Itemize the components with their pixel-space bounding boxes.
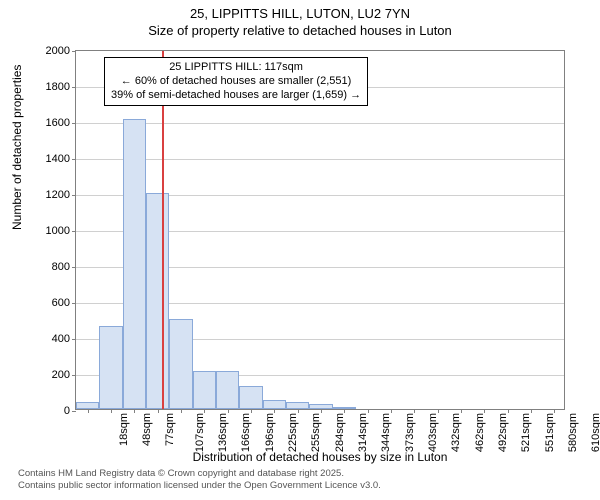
x-tick-label: 314sqm bbox=[357, 413, 369, 452]
bar bbox=[286, 402, 309, 409]
title-subtitle: Size of property relative to detached ho… bbox=[0, 23, 600, 38]
title-block: 25, LIPPITTS HILL, LUTON, LU2 7YN Size o… bbox=[0, 0, 600, 38]
x-tick-label: 255sqm bbox=[310, 413, 322, 452]
x-tick-mark bbox=[111, 409, 112, 413]
x-tick-mark bbox=[321, 409, 322, 413]
footer-line2: Contains public sector information licen… bbox=[18, 480, 381, 492]
annotation-box: 25 LIPPITTS HILL: 117sqm ← 60% of detach… bbox=[104, 57, 368, 106]
bar bbox=[263, 400, 286, 409]
y-tick-label: 400 bbox=[52, 333, 76, 345]
x-tick-label: 462sqm bbox=[474, 413, 486, 452]
x-tick-label: 48sqm bbox=[141, 413, 153, 446]
x-tick-label: 196sqm bbox=[264, 413, 276, 452]
bar bbox=[76, 402, 99, 409]
x-tick-mark bbox=[228, 409, 229, 413]
x-tick-mark bbox=[274, 409, 275, 413]
x-tick-label: 166sqm bbox=[240, 413, 252, 452]
x-tick-label: 580sqm bbox=[567, 413, 579, 452]
x-tick-mark bbox=[88, 409, 89, 413]
gridline bbox=[76, 159, 564, 160]
y-axis-label: Number of detached properties bbox=[10, 65, 24, 230]
bar bbox=[146, 193, 169, 409]
x-tick-mark bbox=[414, 409, 415, 413]
y-tick-label: 800 bbox=[52, 261, 76, 273]
x-tick-label: 521sqm bbox=[520, 413, 532, 452]
x-tick-label: 610sqm bbox=[590, 413, 600, 452]
x-tick-label: 225sqm bbox=[287, 413, 299, 452]
y-tick-label: 1000 bbox=[46, 225, 76, 237]
annotation-line1: 25 LIPPITTS HILL: 117sqm bbox=[111, 61, 361, 75]
x-axis-label: Distribution of detached houses by size … bbox=[75, 450, 565, 464]
bar bbox=[123, 119, 146, 409]
bar bbox=[169, 319, 192, 409]
x-tick-mark bbox=[554, 409, 555, 413]
y-tick-label: 2000 bbox=[46, 45, 76, 57]
y-tick-label: 600 bbox=[52, 297, 76, 309]
annotation-line2: ← 60% of detached houses are smaller (2,… bbox=[111, 75, 361, 89]
x-tick-mark bbox=[461, 409, 462, 413]
x-tick-label: 77sqm bbox=[164, 413, 176, 446]
x-tick-mark bbox=[298, 409, 299, 413]
x-tick-mark bbox=[368, 409, 369, 413]
x-tick-label: 18sqm bbox=[118, 413, 130, 446]
bar bbox=[99, 326, 122, 409]
y-tick-label: 1400 bbox=[46, 153, 76, 165]
gridline bbox=[76, 123, 564, 124]
x-tick-label: 403sqm bbox=[427, 413, 439, 452]
x-tick-label: 107sqm bbox=[194, 413, 206, 452]
x-tick-label: 492sqm bbox=[497, 413, 509, 452]
x-tick-label: 344sqm bbox=[380, 413, 392, 452]
x-tick-label: 432sqm bbox=[450, 413, 462, 452]
x-tick-label: 551sqm bbox=[544, 413, 556, 452]
annotation-line3: 39% of semi-detached houses are larger (… bbox=[111, 89, 361, 103]
chart-container: 25, LIPPITTS HILL, LUTON, LU2 7YN Size o… bbox=[0, 0, 600, 500]
title-address: 25, LIPPITTS HILL, LUTON, LU2 7YN bbox=[0, 6, 600, 21]
footer-line1: Contains HM Land Registry data © Crown c… bbox=[18, 468, 381, 480]
x-tick-label: 136sqm bbox=[217, 413, 229, 452]
x-tick-mark bbox=[134, 409, 135, 413]
x-tick-mark bbox=[484, 409, 485, 413]
x-tick-mark bbox=[344, 409, 345, 413]
y-tick-label: 0 bbox=[64, 405, 76, 417]
y-tick-label: 1600 bbox=[46, 117, 76, 129]
bar bbox=[193, 371, 216, 409]
x-tick-mark bbox=[531, 409, 532, 413]
footer: Contains HM Land Registry data © Crown c… bbox=[18, 468, 381, 492]
x-tick-mark bbox=[158, 409, 159, 413]
x-tick-mark bbox=[181, 409, 182, 413]
y-tick-label: 1800 bbox=[46, 81, 76, 93]
bar bbox=[216, 371, 239, 409]
bar bbox=[239, 386, 262, 409]
x-tick-mark bbox=[251, 409, 252, 413]
y-tick-label: 200 bbox=[52, 369, 76, 381]
x-tick-mark bbox=[508, 409, 509, 413]
x-tick-mark bbox=[391, 409, 392, 413]
x-tick-mark bbox=[438, 409, 439, 413]
y-tick-label: 1200 bbox=[46, 189, 76, 201]
x-tick-label: 284sqm bbox=[334, 413, 346, 452]
x-tick-label: 373sqm bbox=[404, 413, 416, 452]
plot-area: 020040060080010001200140016001800200018s… bbox=[75, 50, 565, 410]
x-tick-mark bbox=[204, 409, 205, 413]
